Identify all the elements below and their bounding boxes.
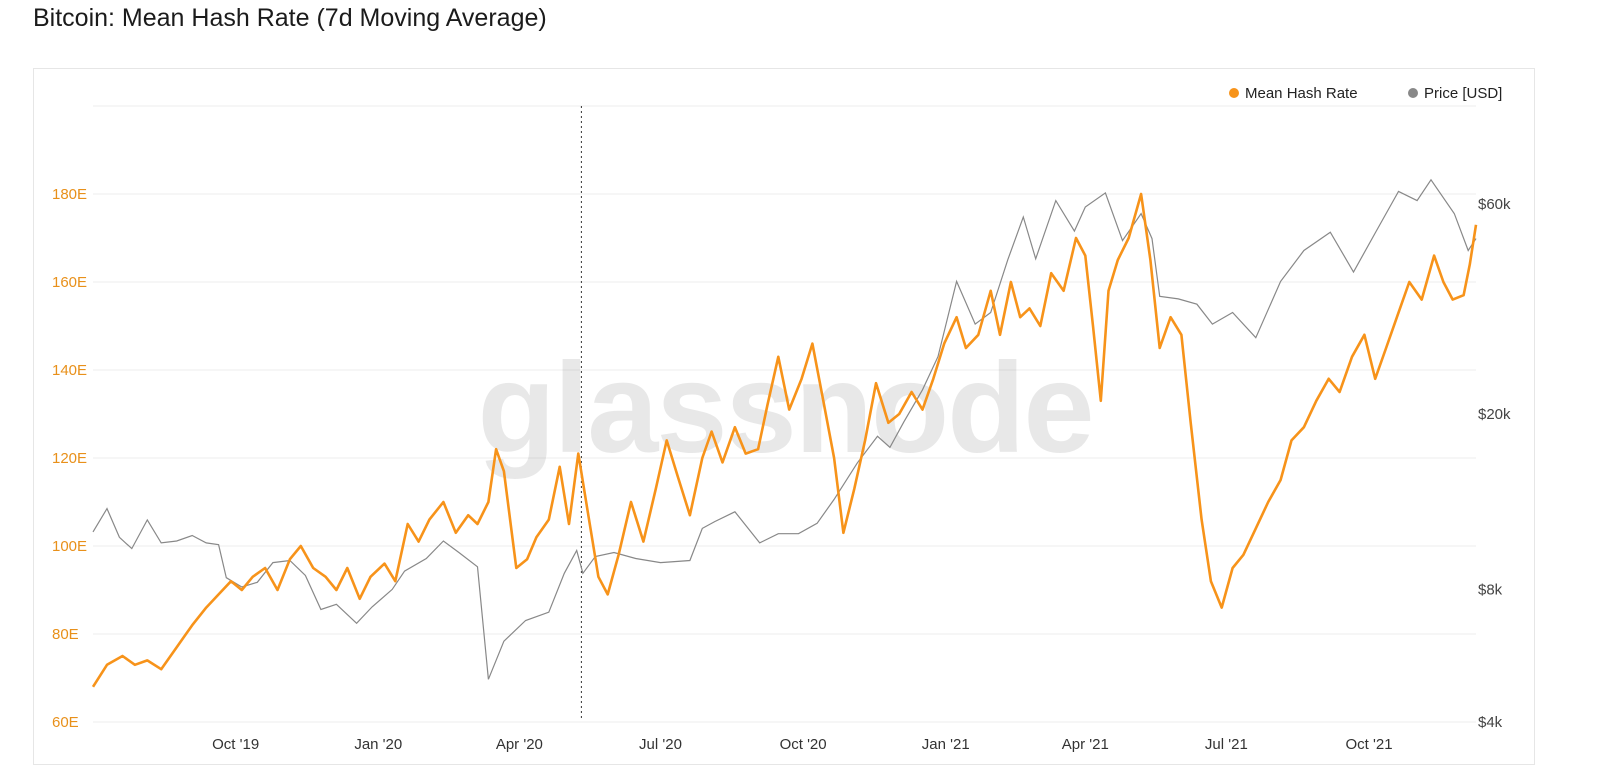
left-tick-label: 160E — [52, 274, 87, 291]
left-tick-label: 180E — [52, 186, 87, 203]
grid-lines — [93, 105, 1476, 723]
x-tick-label: Oct '20 — [780, 736, 827, 753]
x-tick-label: Apr '21 — [1062, 736, 1109, 753]
left-tick-label: 100E — [52, 538, 87, 555]
legend[interactable]: Mean Hash Rate Price [USD] — [1229, 85, 1502, 102]
legend-price-label[interactable]: Price [USD] — [1424, 85, 1502, 102]
watermark: glassnode — [477, 337, 1092, 480]
left-tick-label: 120E — [52, 450, 87, 467]
chart-title: Bitcoin: Mean Hash Rate (7d Moving Avera… — [33, 4, 547, 32]
right-tick-label: $20k — [1478, 406, 1511, 423]
x-axis: Oct '19 Jan '20 Apr '20 Jul '20 Oct '20 Jan '… — [212, 736, 1392, 753]
x-tick-label: Jul '21 — [1205, 736, 1248, 753]
x-tick-label: Jul '20 — [639, 736, 682, 753]
right-axis: $4k $8k $20k $60k — [1478, 196, 1511, 731]
right-tick-label: $8k — [1478, 581, 1503, 598]
chart-frame — [33, 68, 1535, 765]
left-tick-label: 140E — [52, 362, 87, 379]
x-tick-label: Apr '20 — [496, 736, 543, 753]
hash-rate-series-line[interactable] — [91, 192, 1478, 688]
legend-hash-rate-marker[interactable] — [1229, 88, 1239, 98]
legend-price-marker[interactable] — [1408, 88, 1418, 98]
price-series-line[interactable] — [92, 178, 1477, 680]
left-axis: 60E 80E 100E 120E 140E 160E 180E — [52, 186, 87, 731]
legend-hash-rate-label[interactable]: Mean Hash Rate — [1245, 85, 1358, 102]
left-tick-label: 60E — [52, 714, 79, 731]
x-tick-label: Jan '20 — [354, 736, 402, 753]
x-tick-label: Jan '21 — [922, 736, 970, 753]
x-tick-label: Oct '21 — [1345, 736, 1392, 753]
left-tick-label: 80E — [52, 626, 79, 643]
right-tick-label: $4k — [1478, 714, 1503, 731]
x-tick-label: Oct '19 — [212, 736, 259, 753]
right-tick-label: $60k — [1478, 196, 1511, 213]
